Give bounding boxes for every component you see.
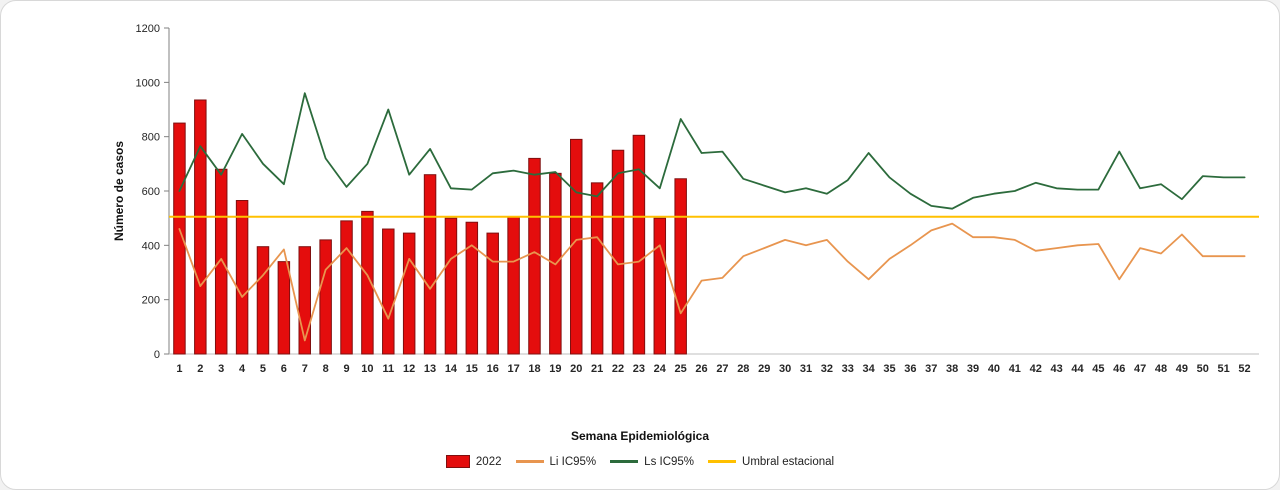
svg-text:33: 33 [842, 363, 854, 375]
svg-text:38: 38 [946, 363, 958, 375]
svg-text:42: 42 [1030, 363, 1042, 375]
svg-text:52: 52 [1238, 363, 1250, 375]
svg-text:15: 15 [466, 363, 478, 375]
svg-text:26: 26 [695, 363, 707, 375]
svg-text:49: 49 [1176, 363, 1188, 375]
svg-text:800: 800 [142, 132, 160, 144]
svg-text:37: 37 [925, 363, 937, 375]
svg-text:24: 24 [654, 363, 667, 375]
svg-text:11: 11 [382, 363, 394, 375]
svg-text:6: 6 [281, 363, 287, 375]
svg-text:9: 9 [343, 363, 349, 375]
svg-text:35: 35 [883, 363, 895, 375]
svg-text:2: 2 [197, 363, 203, 375]
svg-text:7: 7 [302, 363, 308, 375]
svg-text:1000: 1000 [136, 77, 160, 89]
svg-text:40: 40 [988, 363, 1000, 375]
svg-text:29: 29 [758, 363, 770, 375]
svg-text:51: 51 [1218, 363, 1230, 375]
svg-text:8: 8 [323, 363, 329, 375]
svg-text:45: 45 [1092, 363, 1104, 375]
svg-text:36: 36 [904, 363, 916, 375]
svg-text:44: 44 [1071, 363, 1084, 375]
svg-text:21: 21 [591, 363, 603, 375]
svg-text:13: 13 [424, 363, 436, 375]
svg-text:41: 41 [1009, 363, 1021, 375]
svg-text:32: 32 [821, 363, 833, 375]
svg-text:3: 3 [218, 363, 224, 375]
svg-text:1200: 1200 [136, 23, 160, 35]
svg-text:200: 200 [142, 295, 160, 307]
svg-text:19: 19 [549, 363, 561, 375]
chart-legend: 2022 Li IC95% Ls IC95% Umbral estacional [1, 455, 1279, 468]
legend-item-umbral: Umbral estacional [708, 456, 834, 468]
svg-text:14: 14 [445, 363, 458, 375]
svg-text:47: 47 [1134, 363, 1146, 375]
line-swatch-icon [515, 460, 544, 463]
svg-text:30: 30 [779, 363, 791, 375]
svg-text:50: 50 [1197, 363, 1209, 375]
legend-item-ls-ic95: Ls IC95% [610, 456, 694, 468]
legend-item-li-ic95: Li IC95% [515, 455, 597, 468]
svg-text:48: 48 [1155, 363, 1167, 375]
svg-text:16: 16 [487, 363, 499, 375]
svg-text:25: 25 [675, 363, 687, 375]
y-axis-title: Número de casos [112, 141, 126, 241]
svg-text:20: 20 [570, 363, 582, 375]
svg-text:27: 27 [716, 363, 728, 375]
legend-label: Ls IC95% [644, 455, 695, 468]
svg-text:17: 17 [507, 363, 519, 375]
svg-text:10: 10 [361, 363, 373, 375]
svg-text:600: 600 [142, 186, 160, 198]
svg-text:0: 0 [154, 349, 160, 361]
svg-text:5: 5 [260, 363, 266, 375]
legend-label: 2022 [475, 455, 502, 468]
svg-text:12: 12 [403, 363, 415, 375]
svg-text:23: 23 [633, 363, 645, 375]
line-swatch-icon [708, 460, 737, 463]
legend-label: Umbral estacional [742, 455, 835, 468]
svg-text:46: 46 [1113, 363, 1125, 375]
svg-text:39: 39 [967, 363, 979, 375]
svg-text:22: 22 [612, 363, 624, 375]
svg-text:28: 28 [737, 363, 749, 375]
bar-swatch-icon [445, 455, 470, 468]
legend-item-2022: 2022 [445, 455, 502, 468]
svg-text:4: 4 [239, 363, 246, 375]
line-swatch-icon [610, 460, 639, 463]
svg-text:400: 400 [142, 240, 160, 252]
svg-text:31: 31 [800, 363, 812, 375]
svg-text:43: 43 [1050, 363, 1062, 375]
x-axis-title: Semana Epidemiológica [570, 429, 710, 443]
svg-text:18: 18 [528, 363, 540, 375]
svg-text:1: 1 [176, 363, 182, 375]
legend-label: Li IC95% [549, 455, 597, 468]
svg-text:34: 34 [863, 363, 876, 375]
